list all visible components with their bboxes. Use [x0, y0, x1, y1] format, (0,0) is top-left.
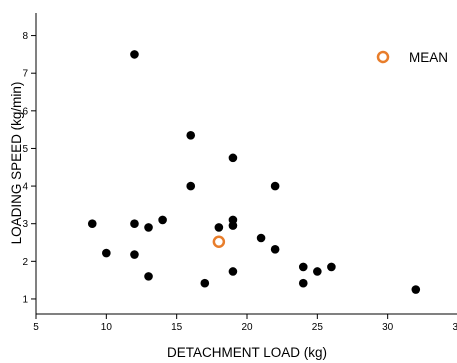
data-point	[186, 130, 196, 140]
x-tick-label: 35	[452, 322, 457, 333]
data-point	[186, 181, 196, 191]
data-point	[411, 285, 421, 294]
data-point	[256, 233, 266, 243]
legend-marker-mean	[376, 50, 390, 64]
data-point	[102, 248, 111, 258]
legend: MEAN	[376, 50, 448, 65]
data-point	[298, 262, 308, 272]
data-point	[158, 215, 167, 225]
data-point	[214, 223, 224, 232]
x-tick-label: 25	[312, 322, 324, 333]
y-tick-label: 3	[22, 219, 28, 230]
legend-label-mean: MEAN	[409, 50, 448, 65]
y-axis-title: LOADING SPEED (kg/min)	[9, 82, 24, 245]
data-point	[298, 278, 308, 288]
data-point	[327, 262, 336, 272]
data-point	[228, 267, 238, 276]
data-point	[200, 278, 210, 288]
data-point	[144, 223, 153, 232]
plot-area	[35, 13, 457, 315]
data-points	[87, 50, 421, 294]
y-tick-label: 2	[22, 257, 28, 268]
x-tick-label: 5	[33, 322, 39, 333]
mean-point	[212, 235, 226, 249]
data-point	[228, 221, 238, 230]
y-tick-label: 6	[22, 106, 28, 117]
x-tick-label: 20	[241, 322, 253, 333]
y-tick-label: 8	[22, 31, 28, 42]
x-tick-label: 10	[101, 322, 113, 333]
y-tick-label: 4	[22, 182, 28, 193]
y-tick-label: 1	[22, 294, 28, 305]
data-point	[87, 219, 97, 228]
data-point	[130, 219, 139, 228]
y-ticks: 1 2 3 4 5 6 7 8	[22, 31, 36, 305]
x-tick-label: 15	[171, 322, 183, 333]
x-tick-label: 30	[382, 322, 394, 333]
data-point	[270, 181, 280, 191]
x-ticks: 5 10 15 20 25 30 35	[33, 314, 457, 333]
data-point	[130, 250, 139, 259]
data-point	[228, 153, 238, 163]
data-point	[313, 267, 322, 276]
data-point	[270, 244, 280, 254]
data-point	[130, 50, 139, 59]
y-tick-label: 5	[22, 144, 28, 155]
data-point	[144, 272, 153, 281]
x-axis-title: DETACHMENT LOAD (kg)	[167, 345, 327, 360]
y-tick-label: 7	[22, 69, 28, 80]
